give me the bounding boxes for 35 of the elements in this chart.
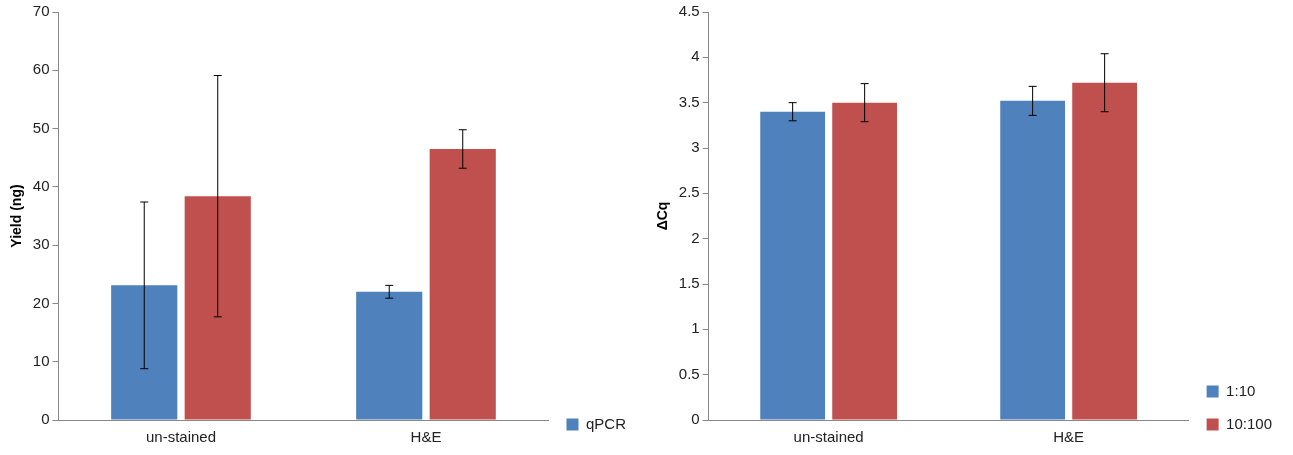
y-tick-label: 50: [32, 118, 50, 136]
x-tick-label: un-stained: [793, 428, 864, 446]
bar: [429, 148, 496, 420]
y-tick-label: 30: [32, 235, 50, 253]
y-tick-label: 10: [32, 351, 50, 369]
bar: [111, 285, 178, 420]
bar: [184, 196, 251, 420]
y-tick-label: 40: [32, 177, 50, 194]
y-tick-label: 0.5: [678, 364, 700, 382]
bar: [1072, 82, 1138, 420]
y-tick-label: 2: [691, 228, 700, 246]
legend-label: 10:100: [1226, 414, 1273, 432]
legend-label: 1:10: [1226, 381, 1256, 399]
x-tick-label: H&E: [410, 428, 442, 446]
bar: [760, 111, 826, 420]
y-tick-label: 3.5: [678, 92, 700, 110]
legend-label: qPCR: [585, 414, 627, 432]
bar: [356, 291, 423, 420]
y-tick-label: 0: [41, 410, 50, 428]
y-tick-label: 60: [32, 60, 50, 78]
y-tick-label: 3: [691, 138, 700, 156]
y-axis-title: Yield (ng): [8, 184, 25, 248]
x-tick-label: un-stained: [145, 428, 217, 446]
y-tick-label: 0: [691, 410, 700, 428]
bar: [832, 102, 898, 420]
y-tick-label: 4: [691, 47, 700, 65]
y-tick-label: 1: [691, 319, 700, 337]
y-axis-title: ΔCq: [654, 201, 671, 231]
y-tick-label: 20: [32, 293, 50, 311]
y-tick-label: 4.5: [678, 2, 700, 20]
y-tick-label: 70: [32, 2, 50, 20]
x-tick-label: H&E: [1053, 428, 1085, 446]
y-tick-label: 1.5: [678, 274, 700, 292]
y-tick-label: 2.5: [678, 183, 700, 201]
bar: [1000, 100, 1066, 420]
